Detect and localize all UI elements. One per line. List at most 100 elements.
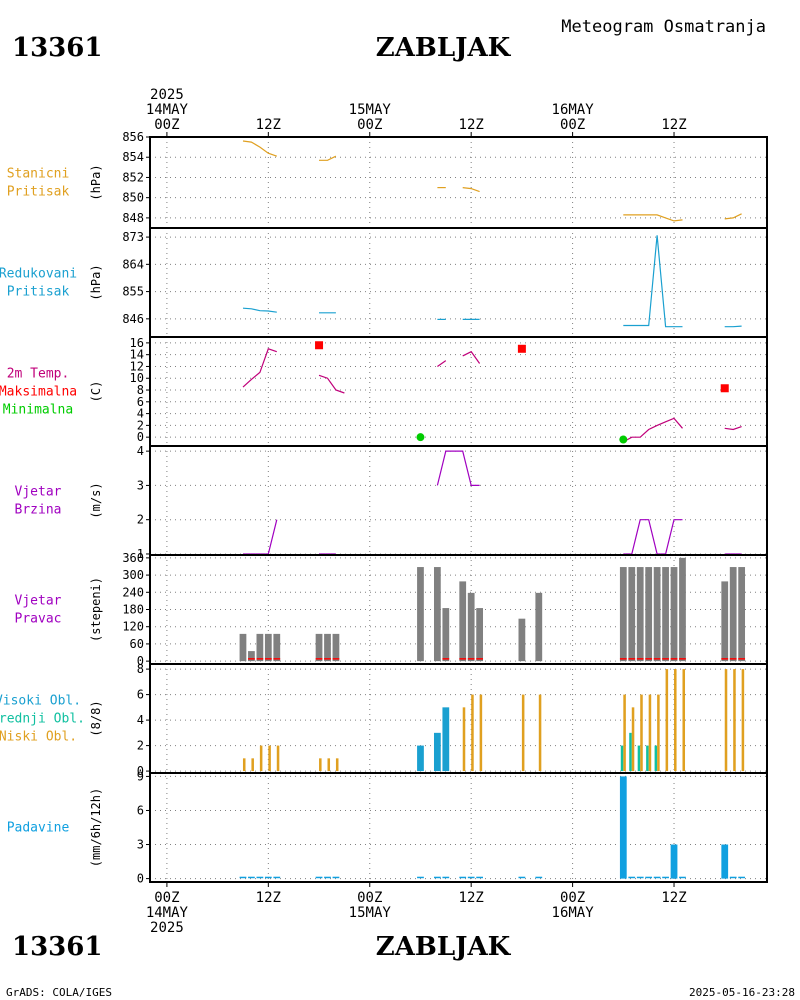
wind-direction-vjetar-pravac-bar — [679, 557, 686, 662]
temperature-ytick-label: 0 — [137, 430, 144, 444]
clouds-niski-obl--bar — [242, 758, 246, 772]
station-pressure-stanicni-pritisak-line-segment — [462, 187, 480, 193]
wind-direction-ytick-label: 180 — [122, 603, 144, 617]
clouds-niski-obl--bar — [640, 694, 643, 772]
station-id-top: 13361 — [12, 33, 102, 63]
wind-direction-vjetar-pravac-bar — [653, 567, 661, 662]
meteogram-title: Meteogram Osmatranja — [561, 17, 766, 37]
reduced-pressure-redukovani-pritisak-line-segment — [242, 307, 277, 313]
top-axis-label: 00Z — [357, 117, 382, 133]
wind-direction-vjetar-pravac-bar — [721, 581, 729, 662]
bottom-axis-label: 14MAY — [146, 905, 189, 921]
clouds-ylabel: (8/8) — [89, 700, 103, 736]
bottom-axis-label: 12Z — [256, 890, 281, 906]
wind-speed-ylabel: (m/s) — [89, 482, 103, 518]
wind-direction-vjetar-pravac-bar — [264, 633, 272, 662]
precipitation-padavine-bar — [721, 844, 729, 879]
clouds-niski-obl--bar — [538, 694, 542, 772]
bottom-axis-label: 00Z — [357, 890, 382, 906]
wind-direction-vjetar-pravac-bar — [433, 567, 441, 662]
temperature-2m-temp--line-segment — [724, 426, 742, 431]
wind-direction-ytick-label: 0 — [137, 654, 144, 668]
wind-direction-vjetar-pravac-bar — [729, 567, 737, 662]
station-pressure-label-line: Pritisak — [7, 185, 70, 200]
top-axis-label: 12Z — [661, 117, 686, 133]
precipitation-frame — [149, 772, 768, 883]
precipitation-padavine-bar — [670, 844, 678, 879]
panel-precipitation: 0 3 6 9 (mm/6h/12h) Padavine — [7, 769, 768, 886]
reduced-pressure-ytick-label: 846 — [122, 312, 144, 326]
temperature-ytick-label: 6 — [137, 395, 144, 409]
clouds-niski-obl--bar — [462, 707, 466, 772]
clouds-ytick-label: 2 — [137, 739, 144, 753]
clouds-ytick-label: 6 — [137, 688, 144, 702]
precipitation-ytick-label: 0 — [137, 872, 144, 886]
temperature-2m-temp--line-segment — [242, 348, 277, 388]
top-axis-label: 00Z — [560, 117, 585, 133]
clouds-niski-obl--bar — [259, 745, 263, 772]
panel-wind-direction: 0 60 120 180 240 300 360 (stepeni) Vjetar Pravac — [15, 551, 768, 668]
precipitation-ytick-label: 3 — [137, 838, 144, 852]
clouds-niski-obl--bar — [327, 758, 331, 772]
wind-direction-vjetar-pravac-bar — [518, 618, 526, 662]
station-pressure-ytick-label: 856 — [122, 130, 144, 144]
top-axis-label: 00Z — [154, 117, 179, 133]
reduced-pressure-ytick-label: 873 — [122, 230, 144, 244]
wind-speed-ytick-label: 4 — [137, 444, 144, 458]
station-pressure-grid — [146, 136, 767, 228]
wind-direction-vjetar-pravac-bar — [442, 608, 450, 662]
wind-speed-vjetar-brzina-line-segment — [436, 450, 480, 486]
wind-direction-label-line: Pravac — [15, 612, 62, 627]
reduced-pressure-ytick-label: 855 — [122, 285, 144, 299]
bottom-axis-label: 16MAY — [552, 905, 595, 921]
reduced-pressure-redukovani-pritisak-line-segment — [623, 235, 683, 328]
clouds-niski-obl--bar — [319, 758, 322, 772]
temperature-minimalna-marker — [619, 435, 628, 444]
station-pressure-ytick-label: 854 — [122, 150, 144, 164]
station-pressure-label-line: Stanicni — [7, 167, 70, 182]
station-pressure-stanicni-pritisak-line-segment — [724, 213, 742, 220]
temperature-ytick-label: 14 — [130, 348, 144, 362]
wind-direction-vjetar-pravac-bar — [256, 633, 264, 662]
clouds-niski-obl--bar — [682, 669, 686, 772]
clouds-srednji-obl--bar — [620, 745, 624, 772]
clouds-srednji-obl--bar — [629, 732, 632, 772]
wind-direction-vjetar-pravac-bar — [636, 567, 644, 662]
reduced-pressure-grid — [146, 228, 767, 337]
bottom-axis-label: 00Z — [560, 890, 585, 906]
clouds-srednji-obl--bar — [654, 745, 658, 772]
top-axis-label: 15MAY — [349, 102, 392, 118]
wind-direction-ylabel: (stepeni) — [89, 577, 103, 642]
wind-direction-label-line: Vjetar — [15, 594, 62, 609]
reduced-pressure-ytick-label: 864 — [122, 257, 144, 271]
precipitation-ytick-label: 9 — [137, 769, 144, 783]
wind-speed-vjetar-brzina-line-segment — [623, 519, 683, 555]
clouds-label-line: Srednji Obl. — [0, 712, 85, 727]
bottom-axis-label: 12Z — [459, 890, 484, 906]
wind-direction-vjetar-pravac-bar — [476, 608, 484, 662]
clouds-niski-obl--bar — [623, 694, 626, 772]
wind-direction-ytick-label: 360 — [122, 551, 144, 565]
clouds-niski-obl--bar — [631, 707, 635, 772]
station-pressure-ytick-label: 850 — [122, 191, 144, 205]
clouds-niski-obl--bar — [674, 669, 677, 772]
wind-direction-vjetar-pravac-bar — [459, 581, 467, 662]
wind-direction-vjetar-pravac-bar — [619, 567, 627, 662]
station-pressure-stanicni-pritisak-line-segment — [623, 214, 683, 222]
temperature-label-line: Minimalna — [3, 403, 73, 418]
bottom-axis-label: 12Z — [661, 890, 686, 906]
clouds-visoki-obl--bar — [433, 732, 441, 772]
temperature-ytick-label: 8 — [137, 383, 144, 397]
clouds-niski-obl--bar — [479, 694, 483, 772]
top-axis-label: 16MAY — [552, 102, 595, 118]
wind-direction-vjetar-pravac-bar — [662, 567, 669, 662]
precipitation-ytick-label: 6 — [137, 803, 144, 817]
clouds-srednji-obl--bar — [646, 745, 649, 772]
wind-speed-ytick-label: 1 — [137, 547, 144, 561]
reduced-pressure-label-line: Redukovani — [0, 267, 77, 282]
temperature-maksimalna-marker — [315, 341, 324, 350]
wind-direction-vjetar-pravac-bar — [273, 633, 281, 662]
